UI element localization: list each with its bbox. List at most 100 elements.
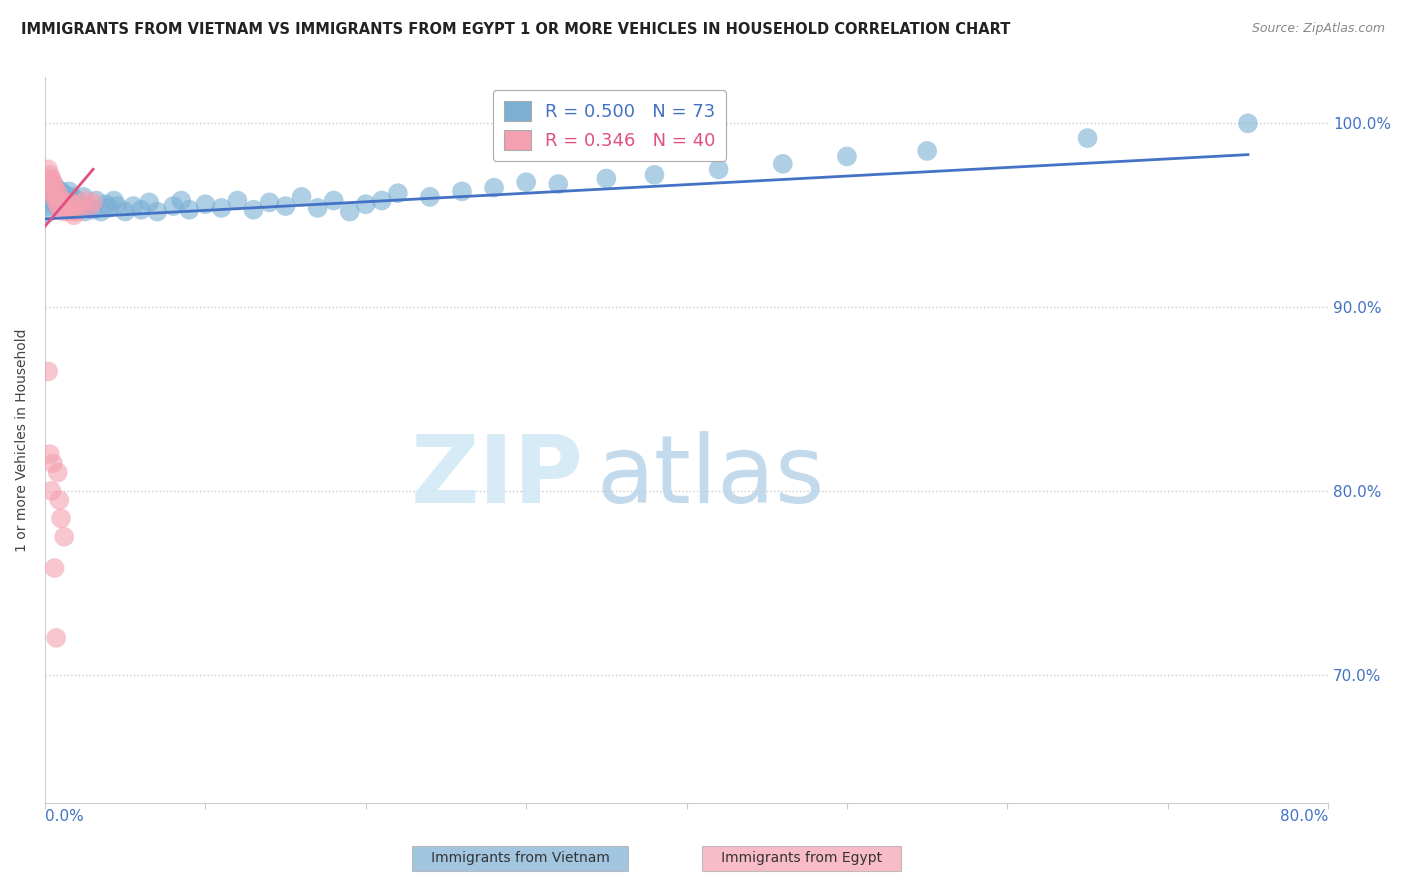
Point xyxy=(38,194,60,208)
Point xyxy=(58,185,80,199)
Point xyxy=(41,483,63,498)
Point xyxy=(38,447,60,461)
Point xyxy=(77,199,100,213)
Point xyxy=(69,199,91,213)
Point xyxy=(37,364,59,378)
Text: atlas: atlas xyxy=(596,431,825,523)
Point xyxy=(41,180,63,194)
Point xyxy=(643,168,665,182)
Point xyxy=(209,201,232,215)
Point xyxy=(44,178,66,193)
Point xyxy=(354,197,377,211)
Point xyxy=(41,190,63,204)
Point xyxy=(98,201,121,215)
Point xyxy=(103,194,125,208)
Point xyxy=(322,194,344,208)
Point xyxy=(49,202,72,217)
Point xyxy=(42,185,65,199)
Point xyxy=(66,194,89,208)
Point xyxy=(226,194,249,208)
Point xyxy=(35,180,58,194)
Point xyxy=(49,199,72,213)
Point xyxy=(307,201,329,215)
Text: Immigrants from Egypt: Immigrants from Egypt xyxy=(707,851,896,865)
Point xyxy=(42,175,65,189)
Point xyxy=(42,186,65,201)
Point xyxy=(42,195,65,210)
Point xyxy=(44,190,66,204)
Point xyxy=(595,171,617,186)
Point xyxy=(46,199,69,213)
Point xyxy=(52,194,75,208)
Point xyxy=(1237,116,1260,130)
Point xyxy=(60,190,83,204)
Point xyxy=(60,197,83,211)
Point xyxy=(59,199,82,213)
Point xyxy=(48,190,70,204)
Point xyxy=(58,195,80,210)
Point xyxy=(451,185,474,199)
Point xyxy=(170,194,193,208)
Point xyxy=(41,180,63,194)
Point xyxy=(38,175,60,189)
Point xyxy=(69,197,91,211)
Point xyxy=(44,190,66,204)
Point xyxy=(259,195,281,210)
Text: 0.0%: 0.0% xyxy=(45,809,84,824)
Point xyxy=(45,194,67,208)
Point xyxy=(49,511,72,525)
Point xyxy=(65,202,87,217)
Text: Immigrants from Vietnam: Immigrants from Vietnam xyxy=(418,851,623,865)
Point xyxy=(291,190,314,204)
Point xyxy=(55,188,77,202)
Point xyxy=(63,195,86,210)
Point xyxy=(53,204,76,219)
Point xyxy=(387,186,409,201)
Point xyxy=(75,204,97,219)
Point xyxy=(49,185,72,199)
Point xyxy=(242,202,264,217)
Text: ZIP: ZIP xyxy=(411,431,583,523)
Point xyxy=(53,530,76,544)
Point xyxy=(58,197,80,211)
Point xyxy=(38,186,60,201)
Point xyxy=(371,194,394,208)
Point xyxy=(63,208,86,222)
Point xyxy=(82,202,104,217)
Point xyxy=(419,190,441,204)
Point xyxy=(44,561,66,575)
Point xyxy=(44,180,66,194)
Point xyxy=(46,182,69,196)
Point xyxy=(41,171,63,186)
Point xyxy=(482,180,505,194)
Y-axis label: 1 or more Vehicles in Household: 1 or more Vehicles in Household xyxy=(15,328,30,552)
Text: 80.0%: 80.0% xyxy=(1279,809,1329,824)
Point xyxy=(59,204,82,219)
Text: Source: ZipAtlas.com: Source: ZipAtlas.com xyxy=(1251,22,1385,36)
Point xyxy=(129,202,152,217)
Point xyxy=(835,149,858,163)
Point xyxy=(122,199,145,213)
Point xyxy=(707,162,730,177)
Point xyxy=(45,199,67,213)
Point xyxy=(66,204,89,219)
Point xyxy=(1077,131,1099,145)
Point xyxy=(46,186,69,201)
Text: IMMIGRANTS FROM VIETNAM VS IMMIGRANTS FROM EGYPT 1 OR MORE VEHICLES IN HOUSEHOLD: IMMIGRANTS FROM VIETNAM VS IMMIGRANTS FR… xyxy=(21,22,1011,37)
Point xyxy=(46,466,69,480)
Point xyxy=(45,186,67,201)
Point xyxy=(42,456,65,470)
Point xyxy=(45,185,67,199)
Point xyxy=(179,202,201,217)
Point xyxy=(72,190,94,204)
Point xyxy=(56,194,79,208)
Legend: R = 0.500   N = 73, R = 0.346   N = 40: R = 0.500 N = 73, R = 0.346 N = 40 xyxy=(492,90,727,161)
Point xyxy=(274,199,297,213)
Point xyxy=(105,199,128,213)
Point xyxy=(48,197,70,211)
Point xyxy=(915,144,938,158)
Point xyxy=(146,204,169,219)
Point xyxy=(56,202,79,217)
Point xyxy=(37,171,59,186)
Point xyxy=(46,194,69,208)
